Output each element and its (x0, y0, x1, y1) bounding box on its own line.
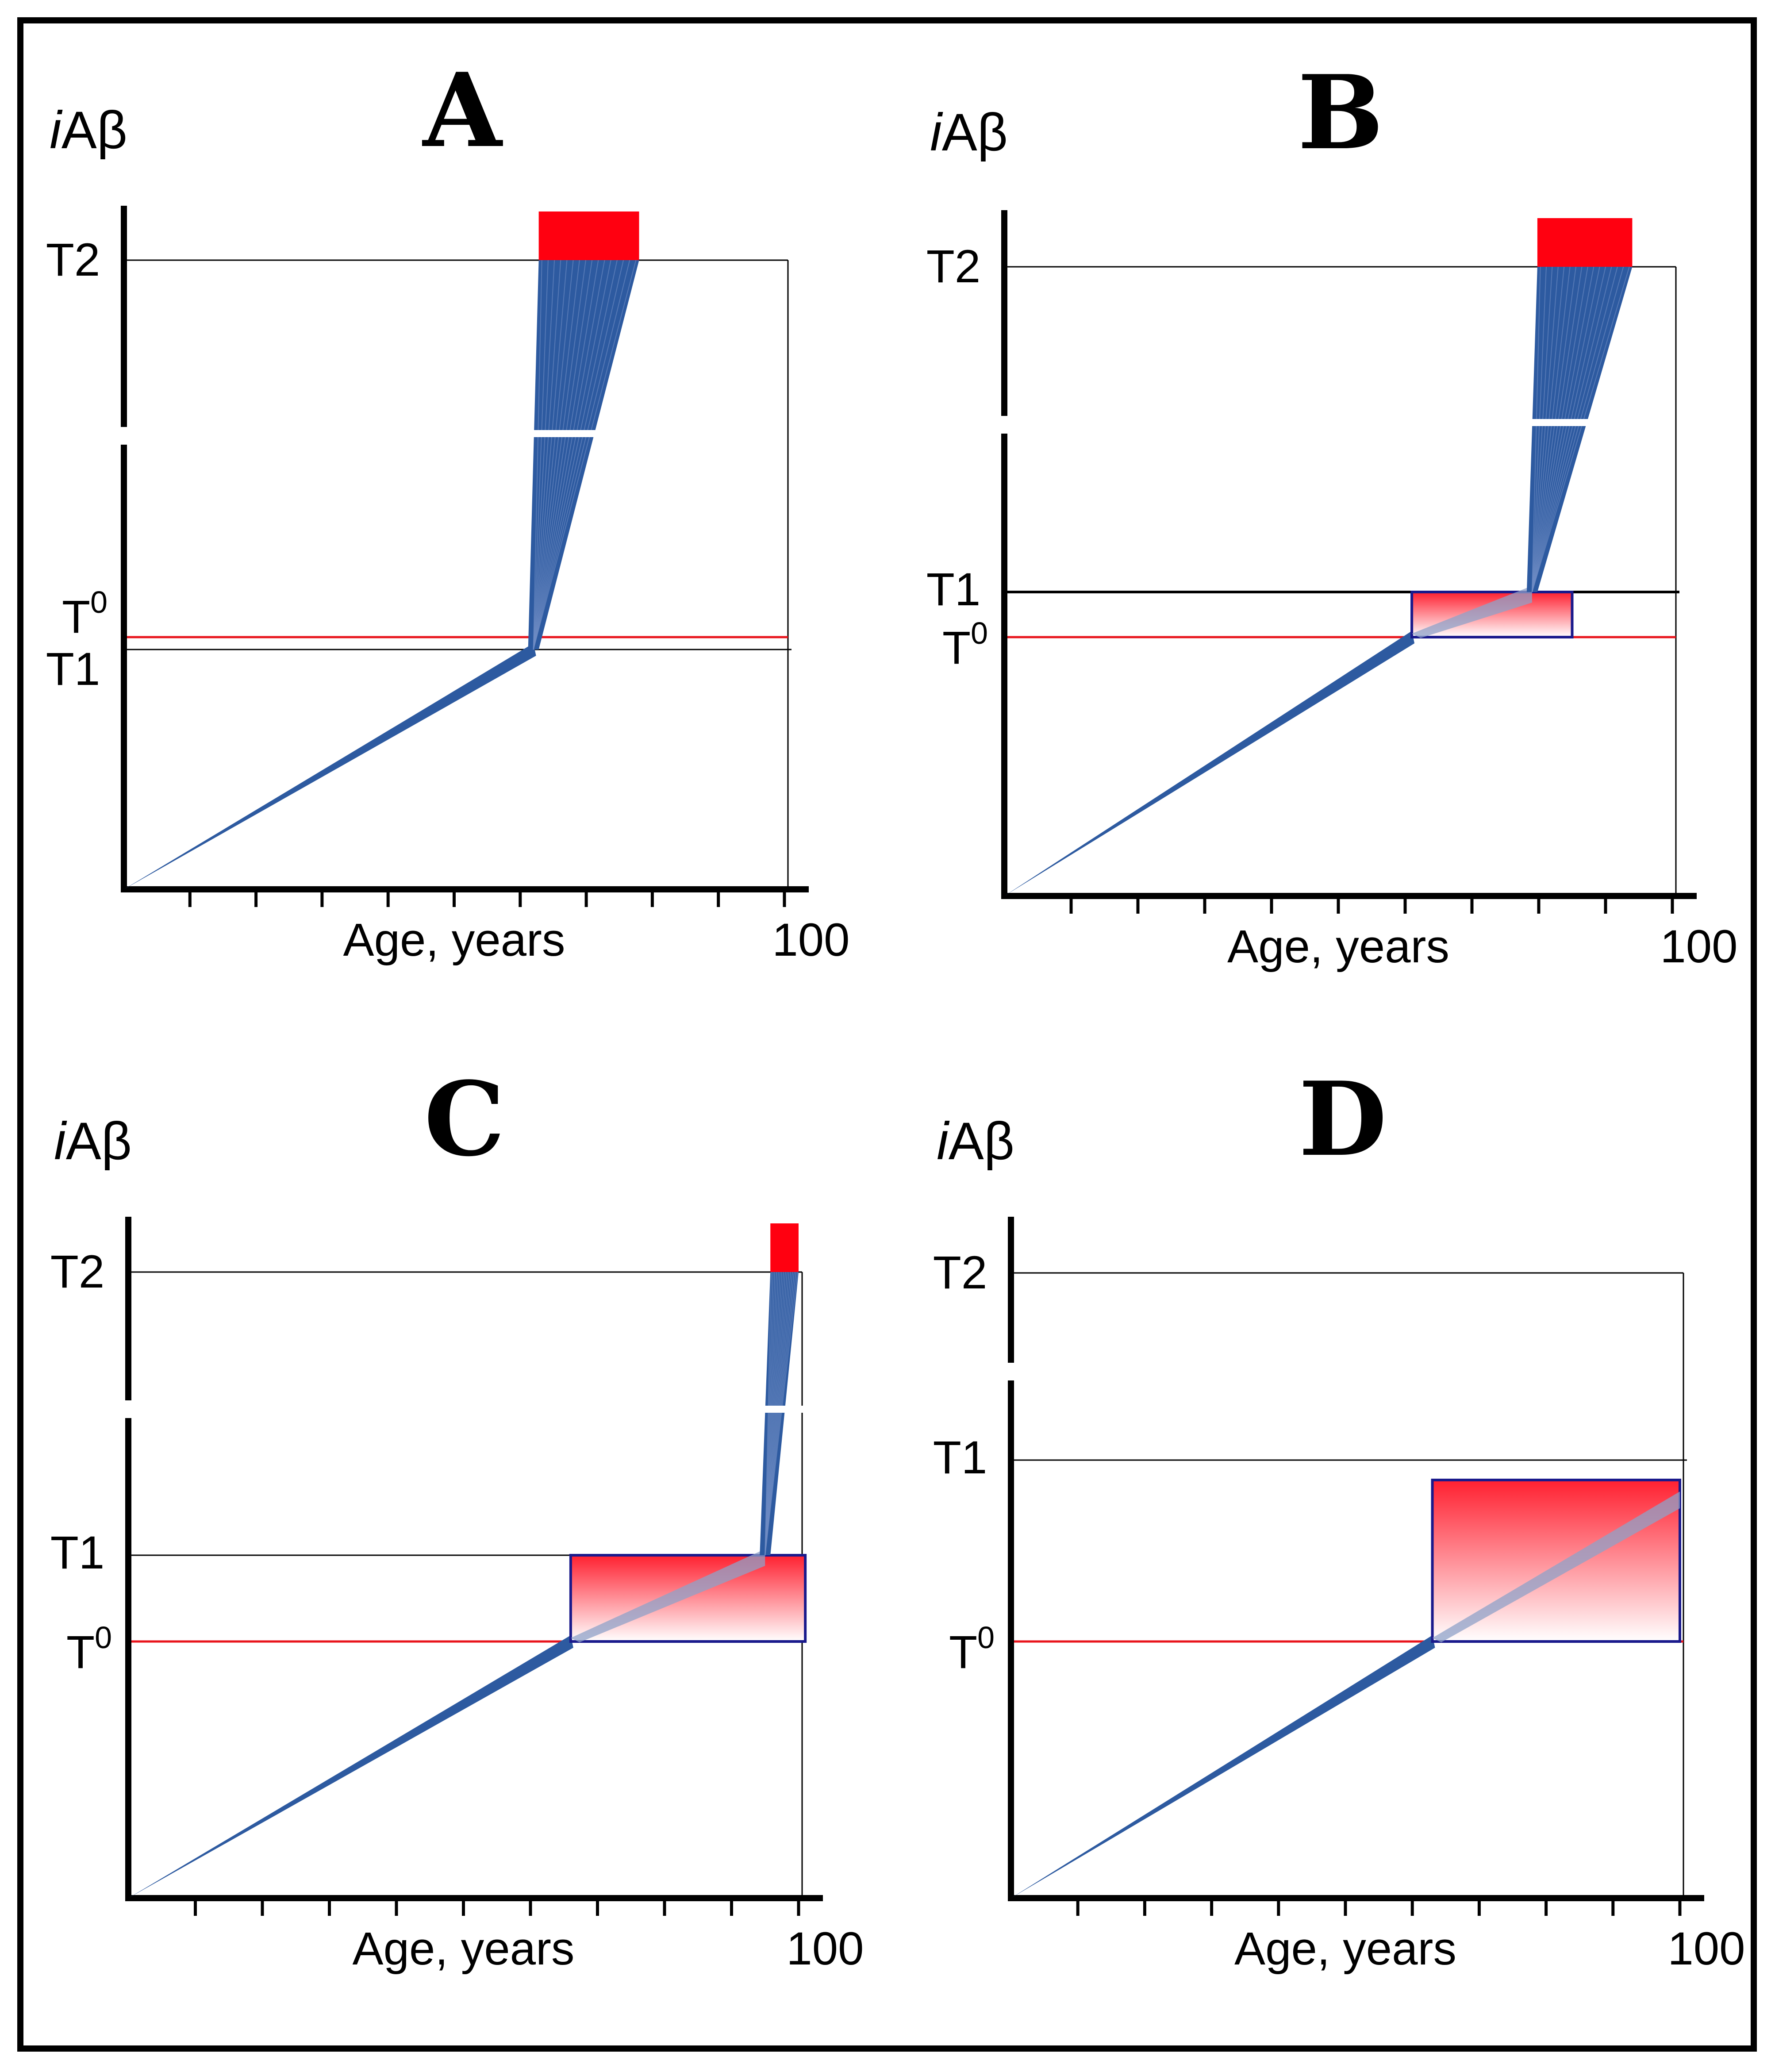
y-axis-label-rest: Aβ (66, 1111, 132, 1171)
t0-label-base: T (942, 622, 971, 674)
x-axis-label: Age, years (353, 1923, 575, 1975)
fan-break (761, 1406, 807, 1413)
y-axis-label: iAβ (937, 1111, 1014, 1171)
t2-label: T2 (933, 1247, 987, 1299)
trajectory-phase-one (124, 643, 536, 889)
trajectory-fan-line (533, 260, 618, 650)
trajectory-box-segment (1432, 1492, 1680, 1642)
trajectory-fan-line (1531, 266, 1588, 592)
t0-label: T0 (62, 585, 108, 643)
trajectory-fan-line (533, 260, 637, 650)
trajectory-fan-line (1531, 266, 1624, 592)
trajectory-fan-line (1531, 266, 1594, 592)
x-max-label: 100 (786, 1923, 864, 1975)
trajectory-fan-line (1531, 266, 1547, 592)
trajectory-fan-line (533, 260, 611, 650)
trajectory-phase-one (1004, 631, 1415, 896)
panel-letter: A (422, 51, 503, 170)
trajectory-phase-one (128, 1635, 573, 1898)
t0-label: T0 (66, 1620, 112, 1678)
trajectory-box-segment (1412, 586, 1532, 638)
trajectory-fan-line (1531, 266, 1600, 592)
trajectory-fan-line (1531, 266, 1559, 592)
fan-break (530, 430, 648, 437)
trajectory-fan-line (1531, 266, 1583, 592)
trajectory-fan-line (533, 260, 555, 650)
disease-block (1537, 218, 1633, 267)
y-axis-label-rest: Aβ (61, 100, 127, 160)
t2-label: T2 (926, 241, 981, 292)
panel-letter: C (424, 1060, 505, 1179)
fan-break (1528, 419, 1641, 426)
t2-label: T2 (46, 234, 100, 286)
t2-label: T2 (50, 1246, 105, 1298)
y-axis-label-rest: Aβ (949, 1111, 1014, 1171)
y-axis-label-italic: i (937, 1111, 950, 1171)
panel-letter: D (1299, 1060, 1387, 1179)
trajectory-fan-line (533, 260, 561, 650)
trajectory-fan-line (1531, 266, 1606, 592)
x-max-label: 100 (1667, 1923, 1745, 1975)
t0-label-base: T (62, 591, 90, 643)
disease-block (770, 1223, 799, 1272)
panel-letter: B (1298, 53, 1383, 173)
x-axis-label: Age, years (343, 914, 565, 966)
trajectory-box-segment (570, 1549, 765, 1642)
x-max-label: 100 (1660, 921, 1737, 973)
trajectory-fan-line (533, 260, 587, 650)
trajectory-fan-line (1531, 266, 1630, 592)
trajectory-fan-line (1531, 266, 1553, 592)
t0-label-base: T (66, 1626, 95, 1678)
figure-frame (17, 17, 1757, 2052)
t0-label: T0 (942, 616, 988, 674)
trajectory-fan-line (533, 260, 624, 650)
trajectory-phase-one (1011, 1635, 1435, 1898)
y-axis-label: iAβ (54, 1111, 132, 1171)
trajectory-fan-line (533, 260, 542, 650)
y-axis-label-italic: i (54, 1111, 67, 1171)
trajectory-fan-line (1531, 266, 1565, 592)
trajectory-fan-line (533, 260, 574, 650)
trajectory-fan-line (1531, 266, 1618, 592)
t1-label: T1 (926, 564, 981, 615)
trajectory-fan-line (533, 260, 605, 650)
x-axis-label: Age, years (1234, 1923, 1456, 1975)
disease-block (538, 211, 639, 260)
x-axis-label: Age, years (1227, 921, 1449, 973)
t0-label-sup: 0 (95, 1620, 112, 1655)
t0-label: T0 (949, 1620, 995, 1678)
t1-label: T1 (46, 643, 100, 695)
y-axis-label: iAβ (930, 103, 1008, 162)
t0-label-sup: 0 (971, 616, 988, 650)
trajectory-fan-line (533, 260, 549, 650)
trajectory-fan-line (1531, 266, 1577, 592)
trajectory-fan-line (1531, 266, 1571, 592)
t1-label: T1 (50, 1527, 105, 1579)
y-axis-label-italic: i (50, 100, 63, 160)
trajectory-fan-line (533, 260, 599, 650)
trajectory-fan-line (1531, 266, 1612, 592)
t0-label-base: T (949, 1626, 977, 1678)
t0-label-sup: 0 (90, 585, 108, 619)
y-axis-label-rest: Aβ (942, 103, 1008, 162)
y-axis-label-italic: i (930, 103, 943, 162)
x-max-label: 100 (772, 914, 849, 966)
trajectory-fan-line (533, 260, 580, 650)
trajectory-fan-line (765, 1272, 799, 1556)
trajectory-fan-line (533, 260, 568, 650)
t1-label: T1 (933, 1432, 987, 1484)
trajectory-fan-line (533, 260, 593, 650)
trajectory-fan-line (533, 260, 630, 650)
trajectory-fan-line (1531, 266, 1541, 592)
y-axis-label: iAβ (50, 100, 127, 160)
t0-label-sup: 0 (977, 1620, 995, 1655)
